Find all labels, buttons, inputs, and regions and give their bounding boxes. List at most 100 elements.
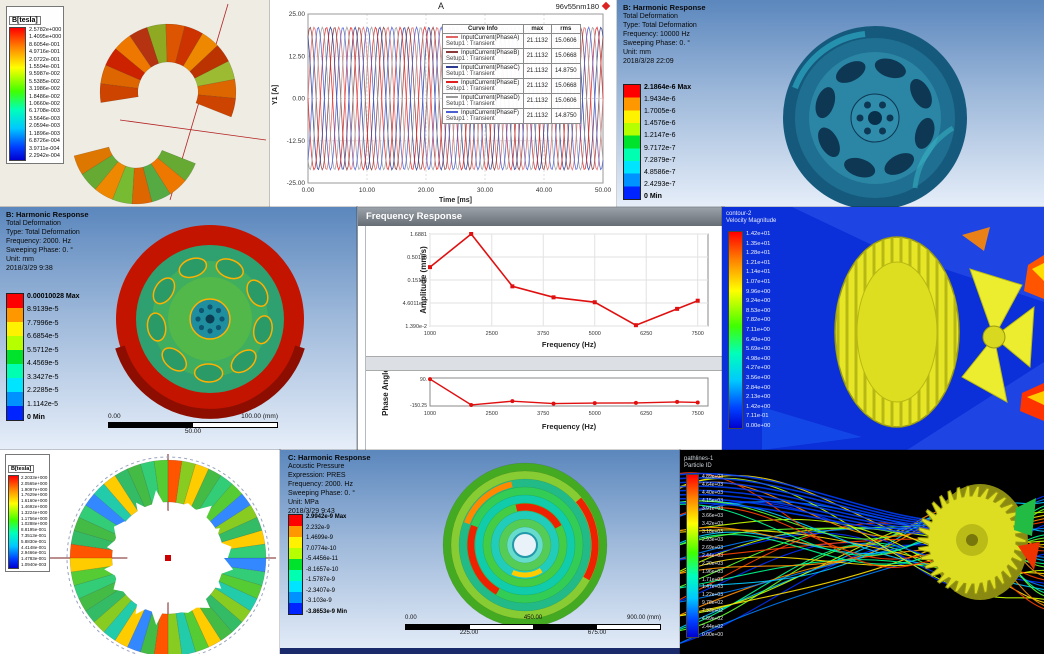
legend-subtitle: Particle ID xyxy=(684,463,712,469)
scale-label: 4.8586e-7 xyxy=(644,168,676,176)
tick-label: Frequency (Hz) xyxy=(542,422,597,431)
scale-label: 1.8486e-002 xyxy=(29,93,60,100)
pathlines-render xyxy=(680,472,1044,644)
tick-label: 7500 xyxy=(692,331,704,337)
curve-name: InputCurrent(PhaseF) xyxy=(461,110,520,116)
curve-max: 21.1132 xyxy=(522,63,552,79)
scale-label: 1.1142e-5 xyxy=(27,400,59,408)
scale-label: 2.9466e-001 xyxy=(21,550,47,556)
ruler-label: 0.00 xyxy=(108,413,121,420)
chart-title: A xyxy=(438,1,445,11)
field-legend: B[tesla] 2.2033e+000 2.0565e+000 1.9097e+0… xyxy=(5,454,51,572)
scale-label: -3.8653e-9 Min xyxy=(306,608,348,615)
field-legend-title: B[tesla] xyxy=(9,16,41,25)
wheel-deformation-render xyxy=(783,26,967,207)
result-header-line: Expression: PRES xyxy=(288,472,346,479)
pathlines-legend: 4.89e+03 4.64e+03 4.40e+03 4.15e+03 3.91e+03… xyxy=(686,474,723,638)
tick-label: 1000 xyxy=(424,331,436,337)
scale-label: 1.5594e-001 xyxy=(29,64,60,71)
scale-label: 5.5385e-002 xyxy=(29,78,60,85)
scale-label: 2.2942e-004 xyxy=(29,152,60,159)
scale-label: 1.3224e+000 xyxy=(21,509,48,515)
result-header-line: 2018/3/29 9:38 xyxy=(6,265,53,272)
scale-label: 1.7629e+000 xyxy=(21,492,48,498)
window-splitter[interactable] xyxy=(366,356,723,371)
scale-label: 1.47e+03 xyxy=(702,584,723,591)
scale-label: 1.22e+03 xyxy=(702,592,723,599)
tick-label: 90. xyxy=(420,377,427,383)
scale-label: 1.4576e-6 xyxy=(644,120,676,128)
curve-info-row: InputCurrent(PhaseB) Setup1 : Transient … xyxy=(442,48,581,64)
pathlines-legend-title: pathlines-1 Particle ID xyxy=(684,456,713,470)
tick-label: Frequency (Hz) xyxy=(542,340,597,349)
curve-color-swatch xyxy=(446,96,458,99)
scale-label: 1.28e+01 xyxy=(746,250,771,257)
tick-label: 0.00 xyxy=(302,187,315,194)
tick-label: Time [ms] xyxy=(439,197,472,204)
scale-label: 2.44e+02 xyxy=(702,623,723,630)
tick-label: 3750 xyxy=(537,411,549,417)
ruler-label: 0.00 xyxy=(405,615,417,621)
scale-label: 1.4699e-9 xyxy=(306,535,334,542)
curve-setup: Setup1 : Transient xyxy=(446,41,495,47)
tick-label: 12.50 xyxy=(289,53,306,60)
curve-max: 21.1132 xyxy=(522,108,552,124)
result-header-line: 2018/3/28 22:09 xyxy=(623,58,674,65)
contour-legend-title: contour-2 Velocity Magnitude xyxy=(726,211,776,225)
curve-name-cell: InputCurrent(PhaseF) Setup1 : Transient xyxy=(442,108,524,124)
scale-label: 1.7005e-6 xyxy=(644,108,676,116)
scale-label: 3.42e+03 xyxy=(702,521,723,528)
scale-label: 3.18e+03 xyxy=(702,529,723,536)
scale-label: 2.0594e-003 xyxy=(29,123,60,130)
scale-label: 4.89e+03 xyxy=(702,474,723,480)
result-header-line: Total Deformation xyxy=(623,13,678,20)
legend-subtitle: Velocity Magnitude xyxy=(726,218,777,224)
scale-ruler: 0.00 100.00 (mm) 50.00 xyxy=(108,413,278,437)
result-header-line: Type: Total Deformation xyxy=(6,229,80,236)
curve-info-header: Curve Info max rms xyxy=(442,24,581,34)
tick-label: 1.6881 xyxy=(410,232,427,238)
panel-rotor-field: B[tesla] 2.2033e+000 2.0565e+000 1.9097e+0… xyxy=(0,449,281,654)
scale-label: 2.232e-9 xyxy=(306,524,330,531)
scale-label: 4.64e+03 xyxy=(702,481,723,488)
scale-label: 5.69e+00 xyxy=(746,346,771,353)
window-title: Frequency Response xyxy=(366,211,463,222)
curve-rms: 15.0606 xyxy=(550,93,581,109)
curve-rms: 15.0668 xyxy=(550,78,581,94)
scale-label: 7.3513e-001 xyxy=(21,532,47,538)
col-max: max xyxy=(522,24,552,34)
tick-label: 2500 xyxy=(486,331,498,337)
curve-rms: 14.8750 xyxy=(550,63,581,79)
result-header-line: Type: Total Deformation xyxy=(623,22,697,29)
scale-label: 1.0660e-002 xyxy=(29,101,60,108)
colorbar xyxy=(8,475,19,569)
scale-label: 3.3427e-5 xyxy=(27,373,59,381)
scale-label: -1.5787e-9 xyxy=(306,577,336,584)
colorbar xyxy=(623,84,641,200)
panel-harmonic-2000hz: B: Harmonic Response Total Deformation Typ… xyxy=(0,206,358,451)
frequency-response-charts: 1.68810.501980.151184.6011e-21.390e-2100… xyxy=(381,232,709,431)
curve-color-swatch xyxy=(446,66,458,69)
panel-acoustic-pressure: C: Harmonic Response Acoustic Pressure Exp… xyxy=(279,449,681,654)
panel-pathlines: pathlines-1 Particle ID 4.89e+03 4.64e+03… xyxy=(679,449,1044,654)
scale-label: 9.96e+00 xyxy=(746,288,771,295)
curve-info-row: InputCurrent(PhaseC) Setup1 : Transient … xyxy=(442,63,581,79)
y-axis-label: Y1 [A] xyxy=(272,84,279,105)
scale-label: 0.00e+00 xyxy=(746,422,771,429)
window-titlebar[interactable]: Frequency Response xyxy=(358,208,723,226)
scale-label: 7.82e+00 xyxy=(746,317,771,324)
tick-label: -12.50 xyxy=(287,138,306,145)
scale-label: 2.69e+03 xyxy=(702,545,723,552)
tick-label: 1.390e-2 xyxy=(405,324,427,330)
result-header-line: Unit: MPa xyxy=(288,499,319,506)
curve-setup: Setup1 : Transient xyxy=(446,71,495,77)
scale-label: 7.11e+00 xyxy=(746,326,770,333)
result-header-line: Sweeping Phase: 0. ° xyxy=(6,247,74,254)
tick-label: 5000 xyxy=(589,411,601,417)
curve-info-row: InputCurrent(PhaseA) Setup1 : Transient … xyxy=(442,33,581,49)
scale-label: 9.5987e-002 xyxy=(29,71,60,78)
scale-label: 4.89e+02 xyxy=(702,616,723,623)
ruler-label: 450.00 xyxy=(523,615,543,621)
curve-color-swatch xyxy=(446,51,458,54)
curve-color-swatch xyxy=(446,111,458,114)
